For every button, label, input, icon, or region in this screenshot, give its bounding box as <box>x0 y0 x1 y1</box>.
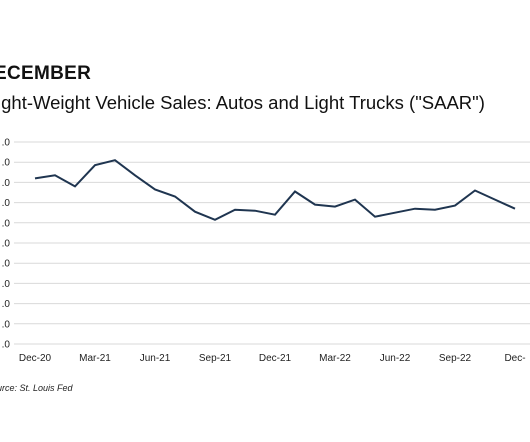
chart-title: ight-Weight Vehicle Sales: Autos and Lig… <box>0 92 485 113</box>
y-axis-tick-labels: .0 .0 .0 .0 .0 .0 .0 .0 .0 .0 .0 <box>2 138 11 351</box>
y-tick-label: .0 <box>2 218 11 229</box>
x-tick-label: Dec-20 <box>19 353 52 364</box>
x-tick-label: Mar-21 <box>79 353 111 364</box>
y-tick-label: .0 <box>2 259 11 270</box>
y-tick-label: .0 <box>2 178 11 189</box>
x-axis-tick-labels: Dec-20 Mar-21 Jun-21 Sep-21 Dec-21 Mar-22 Jun-… <box>19 353 526 364</box>
x-tick-label: Mar-22 <box>319 353 351 364</box>
x-tick-label: Sep-22 <box>439 353 472 364</box>
y-tick-label: .0 <box>2 340 11 351</box>
y-tick-label: .0 <box>2 299 11 310</box>
y-tick-label: .0 <box>2 138 11 149</box>
series-line <box>34 159 516 221</box>
y-tick-label: .0 <box>2 319 11 330</box>
x-tick-label: Jun-21 <box>140 353 171 364</box>
x-tick-label: Dec- <box>504 353 525 364</box>
series-layer <box>34 159 516 221</box>
y-tick-label: .0 <box>2 198 11 209</box>
y-tick-label: .0 <box>2 279 11 290</box>
source-note: urce: St. Louis Fed <box>0 383 73 393</box>
y-tick-label: .0 <box>2 239 11 250</box>
x-tick-label: Dec-21 <box>259 353 292 364</box>
grid-lines <box>14 141 530 345</box>
y-tick-label: .0 <box>2 158 11 169</box>
chart-heading: ECEMBER <box>0 63 92 84</box>
x-tick-label: Jun-22 <box>380 353 411 364</box>
x-tick-label: Sep-21 <box>199 353 232 364</box>
